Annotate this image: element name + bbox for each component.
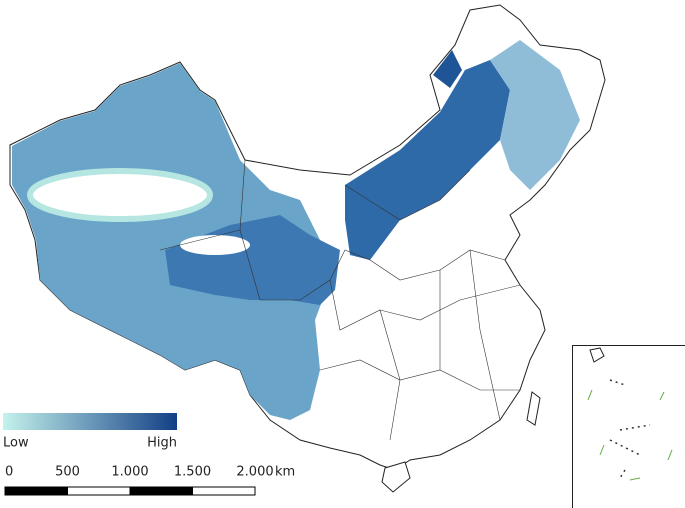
west-region <box>12 63 330 420</box>
scale-label: 1.000 <box>111 465 148 480</box>
scale-unit: km <box>275 465 295 480</box>
hainan <box>381 461 411 493</box>
inset-islands <box>609 379 651 479</box>
scale-label: 1.500 <box>174 465 211 480</box>
inset <box>572 345 685 508</box>
north-band <box>345 60 510 260</box>
scale-bar: 0 500 1.000 1.500 2.000 km <box>4 465 295 496</box>
desert <box>27 168 213 222</box>
legend-high: High <box>147 436 177 451</box>
legend: Low High <box>3 413 177 451</box>
scale-segment <box>67 486 131 496</box>
legend-low: Low <box>3 436 29 451</box>
lake-hulun <box>433 50 462 88</box>
scale-label: 2.000 <box>236 465 273 480</box>
desert-2 <box>180 235 250 255</box>
legend-gradient <box>3 413 177 430</box>
inset-hainan <box>589 347 605 363</box>
taiwan <box>526 391 541 426</box>
northeast-band <box>490 40 580 190</box>
province-borders <box>159 159 521 441</box>
inset-lines <box>587 389 673 481</box>
scale-label: 500 <box>55 465 80 480</box>
scale-segment <box>4 486 68 496</box>
china-map <box>9 4 606 493</box>
inset-frame <box>572 345 685 508</box>
scale-label: 0 <box>5 465 13 480</box>
scale-segment <box>192 486 256 496</box>
scale-segment <box>129 486 193 496</box>
